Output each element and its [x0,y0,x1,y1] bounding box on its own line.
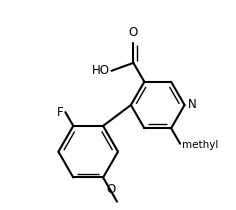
Text: HO: HO [92,64,110,77]
Text: O: O [106,183,116,196]
Text: N: N [188,98,196,112]
Text: F: F [57,106,63,119]
Text: methyl: methyl [182,140,219,150]
Text: O: O [129,26,138,39]
